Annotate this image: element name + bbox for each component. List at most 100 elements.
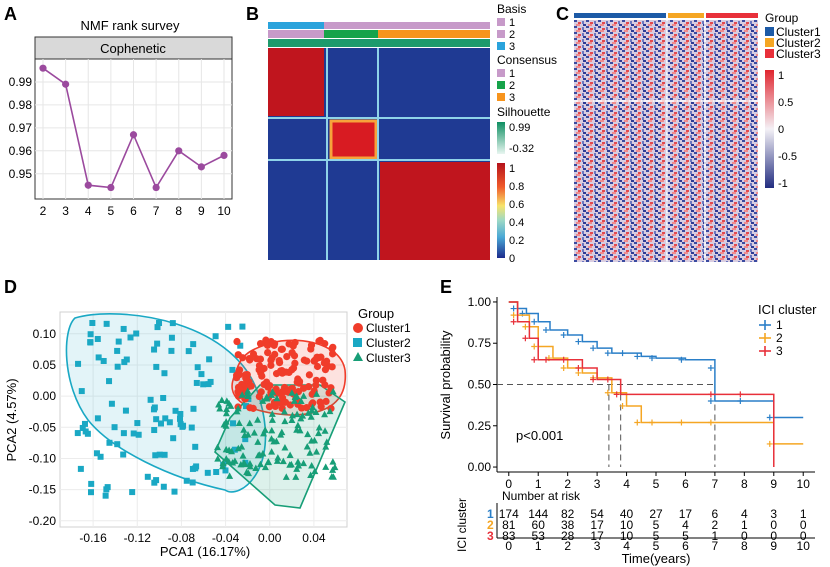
scatter-point-cluster3 — [234, 444, 242, 452]
panel-e-x-tick-label: 2 — [564, 477, 571, 491]
scatter-point-cluster3 — [231, 457, 239, 464]
risk-cell: 17 — [590, 529, 604, 543]
group-key-cluster1 — [765, 27, 774, 36]
expression-scale-label: -0.5 — [778, 151, 797, 163]
scatter-point-cluster3 — [252, 464, 260, 472]
scatter-point-cluster3 — [286, 461, 294, 468]
scatter-point-cluster3 — [254, 416, 262, 423]
risk-cell: 0 — [800, 518, 807, 532]
risk-x-tick-label: 8 — [741, 539, 748, 553]
scatter-point-cluster3 — [308, 461, 316, 469]
scatter-point-cluster1 — [277, 367, 285, 375]
scatter-point-cluster1 — [315, 337, 323, 345]
censor-mark-2 — [604, 389, 611, 396]
scatter-point-cluster3 — [268, 410, 276, 417]
panel-e-x-tick-label: 0 — [505, 477, 512, 491]
risk-cell: 0 — [770, 518, 777, 532]
censor-mark-1 — [543, 327, 549, 334]
panel-e-x-tick-label: 3 — [594, 477, 601, 491]
scatter-point-cluster2 — [170, 435, 177, 442]
panel-e-y-tick-label: 0.25 — [468, 419, 492, 433]
survival-curve-1 — [508, 301, 804, 419]
risk-cell: 0 — [741, 529, 748, 543]
scatter-point-cluster3 — [241, 431, 249, 439]
panel-d-x-tick-label: -0.08 — [168, 531, 196, 545]
scatter-point-cluster3 — [235, 419, 243, 427]
scatter-point-cluster3 — [239, 452, 247, 459]
risk-x-tick-label: 7 — [712, 539, 719, 553]
scatter-point-cluster3 — [261, 463, 269, 471]
scatter-point-cluster3 — [328, 472, 336, 480]
basis-label-3: 3 — [509, 41, 515, 53]
censor-mark-3 — [510, 318, 517, 325]
risk-x-tick-label: 9 — [770, 539, 777, 553]
risk-cell: 5 — [653, 518, 660, 532]
scatter-point-cluster3 — [222, 409, 230, 417]
scatter-point-cluster2 — [190, 341, 197, 348]
scatter-point-cluster2 — [81, 420, 88, 427]
censor-mark-3 — [522, 335, 529, 342]
scatter-point-cluster2 — [88, 489, 95, 496]
expression-scale-label: 0 — [778, 124, 784, 136]
scatter-point-cluster2 — [192, 443, 199, 450]
censor-mark-3 — [560, 356, 567, 363]
panel-d-x-tick-label: 0.04 — [302, 531, 326, 545]
scatter-point-cluster2 — [89, 319, 96, 326]
risk-table-side-label: ICI cluster — [455, 498, 469, 552]
scatter-point-cluster2 — [204, 469, 211, 476]
scatter-point-cluster3 — [294, 461, 302, 469]
scatter-point-cluster2 — [172, 407, 179, 414]
panel-b-annotation-bars — [268, 22, 490, 47]
panel-b-legend: Basis 1 2 3 Consensus 1 2 3 Silhouette 0… — [497, 2, 557, 265]
scatter-point-cluster2 — [153, 416, 160, 423]
risk-table-title: Number at risk — [502, 489, 581, 503]
scatter-point-cluster2 — [94, 415, 101, 422]
scatter-point-cluster3 — [293, 465, 301, 472]
panel-letter-b: B — [246, 4, 259, 24]
scatter-point-cluster3 — [274, 454, 282, 461]
scatter-point-cluster3 — [304, 430, 312, 438]
scatter-point-cluster3 — [281, 417, 289, 425]
scatter-point-cluster3 — [312, 448, 320, 455]
risk-table: 1 174 144 82 54 40 27 17 6 4 3 12 81 60 38 17 10 5 4 2 1 0 03 8… — [487, 507, 807, 543]
scatter-point-cluster3 — [219, 459, 227, 467]
scatter-point-cluster3 — [216, 404, 224, 412]
risk-row-label-1: 1 — [487, 507, 494, 521]
risk-cell: 6 — [712, 507, 719, 521]
scatter-point-cluster1 — [329, 343, 337, 351]
risk-cell: 0 — [800, 529, 807, 543]
scatter-point-cluster1 — [305, 371, 313, 379]
scatter-point-cluster1 — [246, 404, 254, 412]
scatter-point-cluster3 — [268, 416, 276, 423]
panel-a-y-tick-label: 0.95 — [9, 167, 33, 181]
scatter-point-cluster2 — [115, 338, 122, 345]
scatter-point-cluster2 — [130, 430, 137, 437]
legend-key-cluster3 — [353, 352, 363, 361]
consensus-scale-label: 0.4 — [509, 217, 524, 229]
censor-mark-2 — [510, 312, 517, 319]
scatter-point-cluster3 — [292, 473, 300, 480]
risk-cell: 144 — [528, 507, 548, 521]
censor-mark-1 — [604, 350, 611, 357]
scatter-point-cluster3 — [219, 462, 227, 470]
scatter-point-cluster3 — [233, 407, 241, 415]
scatter-point-cluster2 — [162, 415, 169, 422]
group-bar-cluster3 — [706, 13, 758, 18]
scatter-point-cluster3 — [293, 410, 301, 418]
panel-letter-e: E — [440, 277, 452, 297]
scatter-point-cluster3 — [322, 443, 330, 450]
scatter-point-cluster2 — [198, 371, 205, 378]
scatter-point-cluster2 — [129, 489, 136, 496]
panel-a-title: NMF rank survey — [81, 18, 180, 33]
risk-cell: 4 — [741, 507, 748, 521]
scatter-point-cluster1 — [235, 366, 244, 374]
scatter-point-cluster2 — [120, 451, 127, 458]
consensus-bar-2 — [324, 30, 378, 38]
scatter-point-cluster2 — [213, 468, 220, 475]
group-label-cluster3: Cluster3 — [776, 47, 821, 61]
scatter-point-cluster2 — [154, 324, 161, 331]
legend-key-cluster1 — [353, 323, 363, 333]
panel-a-x-ticks: 2 3 4 5 6 7 8 9 10 — [40, 204, 231, 218]
scatter-point-cluster1 — [319, 376, 327, 384]
risk-x-tick-label: 6 — [682, 539, 689, 553]
